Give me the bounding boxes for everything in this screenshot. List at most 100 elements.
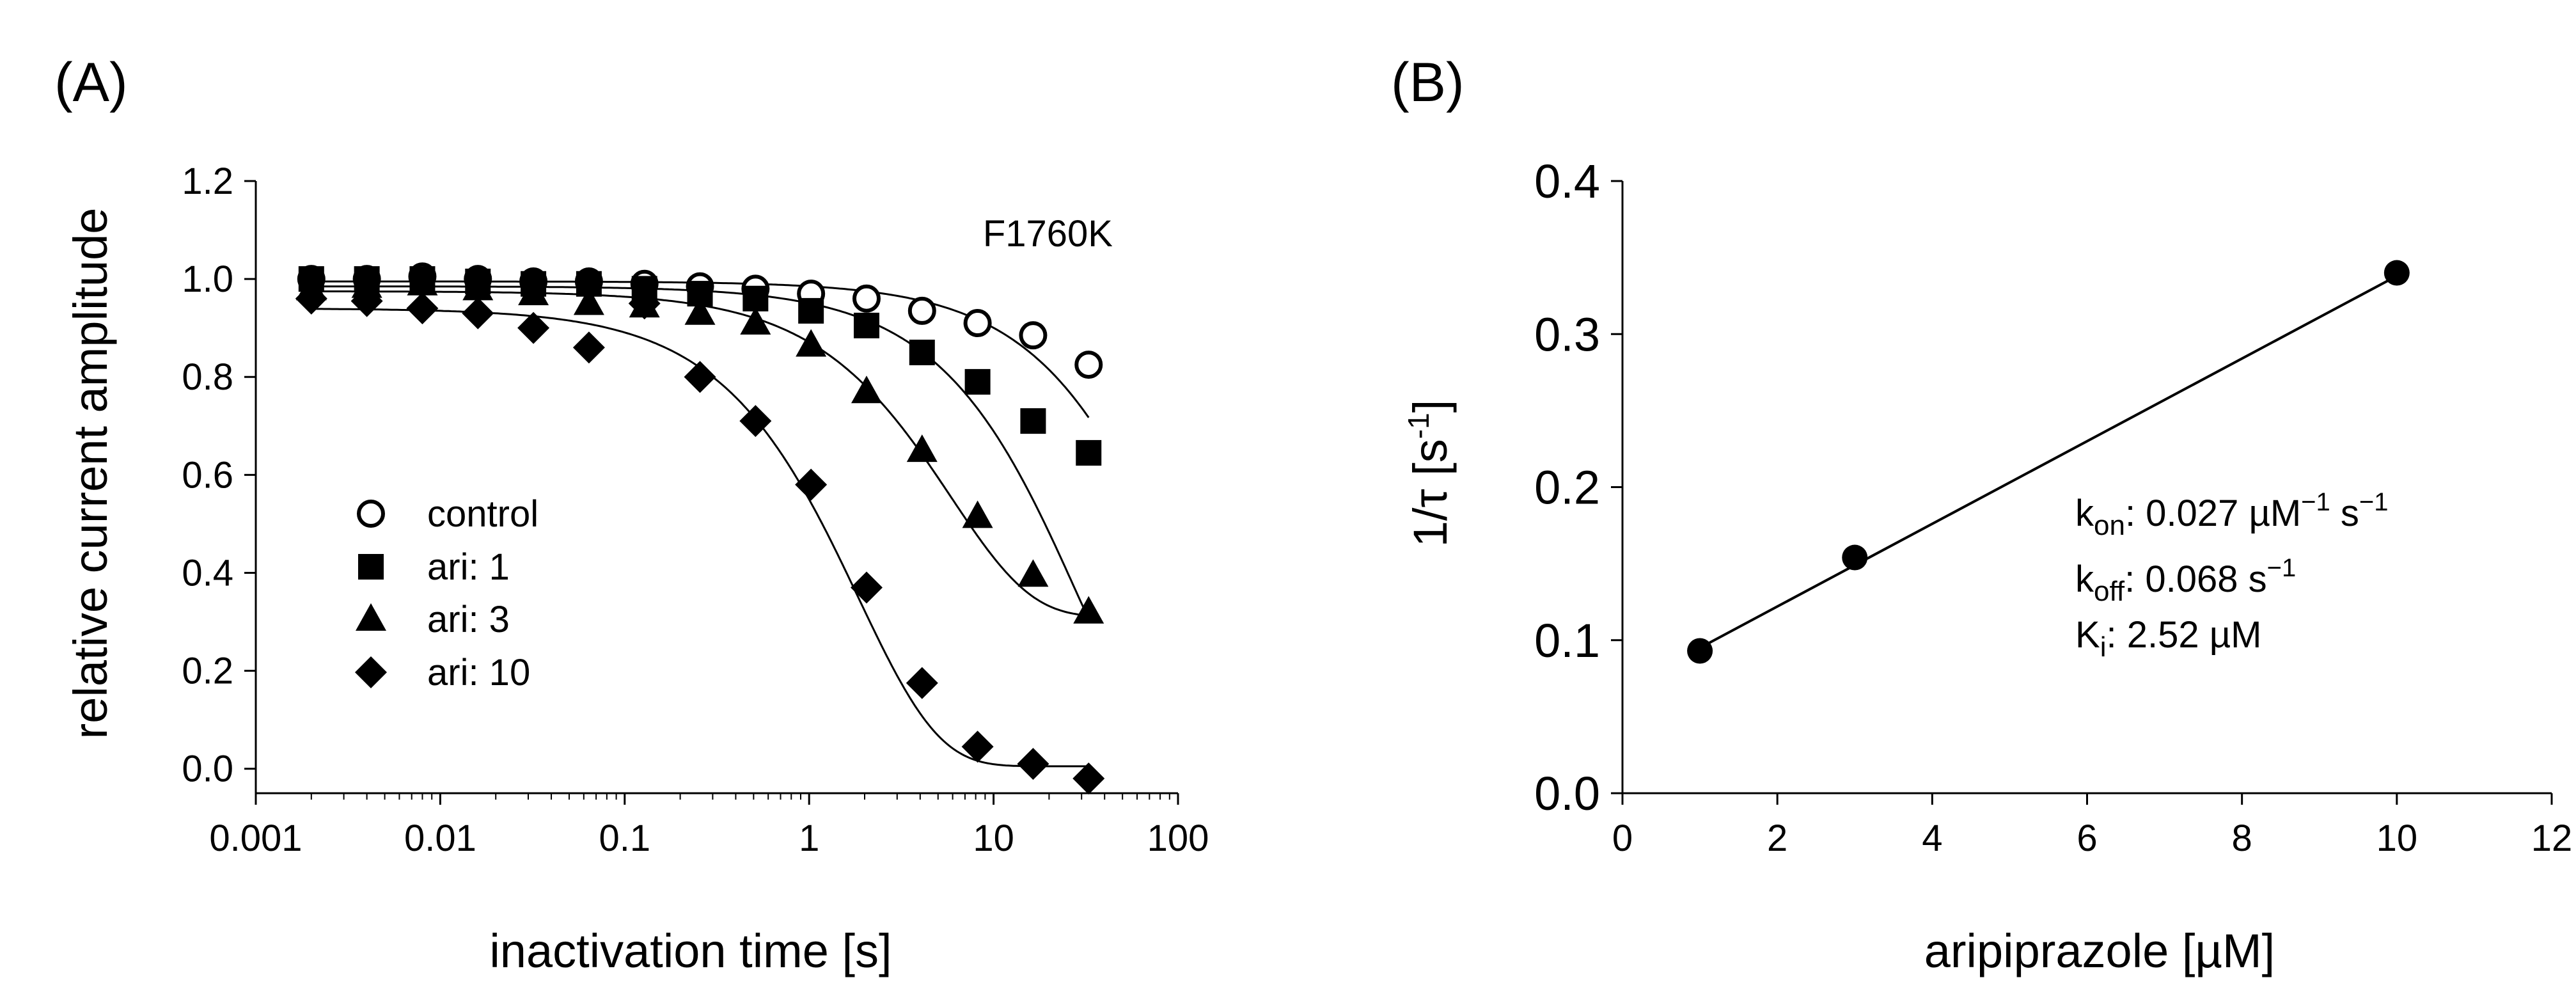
data-point-ari-10 [684,361,716,393]
data-point-ari-10 [517,312,550,344]
ki-annotation: Ki: 2.52 µM [2075,614,2261,663]
data-point-ari-1 [1020,408,1046,434]
koff-annotation: koff: 0.068 s−1 [2075,554,2296,607]
data-point-ari-3 [684,297,716,325]
panel-b-y-tick-label: 0.1 [1534,614,1600,667]
kon-annotation: kon: 0.027 µM−1 s−1 [2075,488,2389,541]
panel-a-y-tick-label: 0.8 [182,356,233,398]
data-point-ari-3 [1073,596,1104,624]
panel-b-axes [1621,181,2552,794]
data-point-ari-10 [906,667,938,699]
legend-label-ari-3: ari: 3 [427,599,510,640]
legend-label-ari-10: ari: 10 [427,652,530,693]
panel-b-y-ticks: 0.0 0.1 0.2 0.3 0.4 [1534,155,1622,820]
panel-a-label: (A) [54,52,128,113]
panel-a-x-tick-label: 0.01 [404,818,476,859]
data-point-ari-3 [573,287,604,315]
panel-b-chart: (B) 0 2 4 6 8 10 12 0.0 0.1 0.2 0.3 0.4 aripiprazo… [1391,52,2572,977]
panel-b-x-axis-title: aripiprazole [µM] [1924,924,2275,977]
panel-b-y-tick-label: 0.3 [1534,308,1600,361]
data-point-control [907,296,936,325]
panel-a-data-points [295,262,1105,795]
panel-b-x-ticks: 0 2 4 6 8 10 12 [1612,793,2572,859]
panel-a-chart: (A) 0.001 0.01 0.1 1 10 100 0.0 0.2 0.4 0.6 0.8 1.… [54,52,1209,977]
panel-a-annotation: F1760K [983,213,1113,255]
data-point-ari-3 [906,434,938,462]
data-point-ari-10 [739,405,772,438]
data-point-ari-10 [961,731,994,763]
data-point-ari-10 [406,292,439,325]
data-point-1-over-tau [1687,638,1713,664]
data-point-ari-10 [1017,748,1049,780]
data-point-ari-3 [796,329,827,357]
data-point-ari-10 [462,297,494,329]
data-point-ari-1 [964,368,991,395]
panel-a-x-tick-label: 10 [973,818,1014,859]
panel-b-y-tick-label: 0.2 [1534,461,1600,514]
data-point-control [963,309,992,338]
panel-a-x-tick-label: 100 [1147,818,1209,859]
legend-marker-control [357,500,385,528]
data-point-ari-10 [350,285,383,317]
data-point-ari-10 [850,571,883,604]
panel-b-x-tick-label: 4 [1922,818,1942,859]
data-point-1-over-tau [2384,260,2410,286]
panel-a-y-tick-label: 1.0 [182,258,233,300]
data-point-ari-3 [518,278,549,306]
panel-a-y-axis-title: relative current amplitude [64,208,117,739]
panel-b-x-tick-label: 8 [2232,818,2252,859]
data-point-ari-3 [462,273,494,301]
data-point-control [852,284,881,313]
data-point-control [1019,321,1048,350]
panel-a-legend-markers [355,500,387,688]
legend-label-control: control [427,493,538,535]
legend-marker-ari-3 [356,603,386,631]
panel-a-y-ticks: 0.0 0.2 0.4 0.6 0.8 1.0 1.2 [182,161,256,790]
data-point-ari-10 [295,282,327,315]
panel-b-x-tick-label: 10 [2376,818,2418,859]
data-point-ari-3 [851,375,882,404]
data-point-ari-3 [351,270,382,298]
panel-a-y-tick-label: 1.2 [182,161,233,202]
data-point-ari-3 [1017,559,1049,587]
panel-b-annotations: kon: 0.027 µM−1 s−1 koff: 0.068 s−1 Ki: … [2075,488,2389,663]
data-point-ari-1 [1076,439,1102,466]
panel-a-x-tick-label: 0.1 [599,818,650,859]
legend-marker-ari-1 [358,554,384,580]
data-point-ari-1 [798,297,824,324]
data-point-ari-1 [853,312,879,338]
panel-b-y-tick-label: 0.0 [1534,767,1600,820]
panel-a-y-tick-label: 0.4 [182,552,233,594]
panel-a-x-tick-label: 1 [799,818,819,859]
legend-marker-ari-10 [355,656,387,688]
panel-a-legend: control ari: 1 ari: 3 ari: 10 [355,493,538,693]
data-point-ari-10 [795,468,828,501]
data-point-control [1074,351,1103,379]
legend-label-ari-1: ari: 1 [427,546,510,588]
panel-b-fit-line [1699,274,2398,649]
panel-b-data-points [1687,260,2410,664]
data-point-ari-10 [1072,763,1105,795]
data-point-ari-3 [407,267,438,296]
panel-b-x-tick-label: 0 [1612,818,1633,859]
panel-b-y-tick-label: 0.4 [1534,155,1600,208]
panel-b-x-tick-label: 2 [1767,818,1787,859]
data-point-1-over-tau [1842,544,1868,571]
data-point-ari-3 [962,500,993,528]
panel-a-x-ticks: 0.001 0.01 0.1 1 10 100 [209,793,1209,859]
data-point-ari-10 [572,331,605,364]
panel-a-y-tick-label: 0.0 [182,748,233,790]
panel-a-x-axis-title: inactivation time [s] [489,924,891,977]
panel-a-y-tick-label: 0.2 [182,651,233,692]
panel-b-fit-line-group [1699,274,2398,649]
panel-b-x-tick-label: 6 [2077,818,2097,859]
panel-b-y-axis-title: 1/τ [s-1] [1402,400,1457,548]
panel-a-axes [255,181,1178,794]
data-point-ari-3 [740,307,771,335]
panel-b-label: (B) [1391,52,1465,113]
panel-b-x-tick-label: 12 [2531,818,2573,859]
panel-a-x-tick-label: 0.001 [209,818,302,859]
data-point-ari-10 [628,287,661,320]
panel-a-y-tick-label: 0.6 [182,454,233,496]
